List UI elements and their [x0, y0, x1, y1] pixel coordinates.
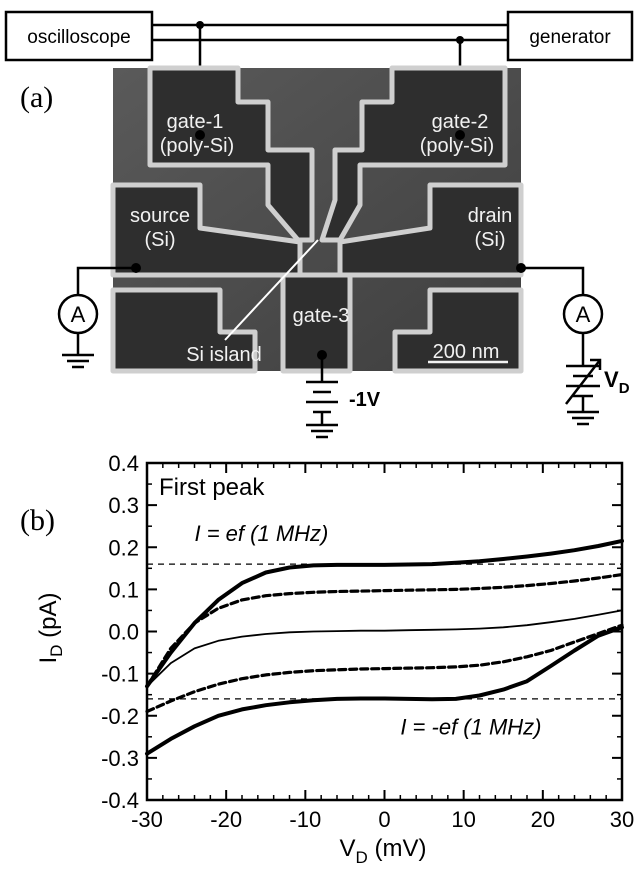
- y-tick-label: -0.1: [101, 662, 139, 687]
- y-tick-label: 0.0: [108, 620, 139, 645]
- contact-dot: [195, 130, 205, 140]
- annotation-label: I = -ef (1 MHz): [400, 715, 541, 740]
- series-line: [146, 609, 623, 688]
- gate-1-material-label: (poly-Si): [160, 135, 234, 157]
- gate-1-label: gate-1: [167, 111, 224, 133]
- y-axis-title: ID (pA): [35, 593, 66, 664]
- source-label: source: [130, 205, 190, 227]
- gate-2-electrode: [319, 65, 508, 243]
- contact-dot: [455, 130, 465, 140]
- gate-3-bias-circuit: [306, 355, 338, 439]
- panel-a-label: (a): [20, 81, 53, 114]
- gate-2-material-label: (poly-Si): [420, 135, 494, 157]
- drain-electrode: [337, 182, 524, 278]
- chart-area: 0.4 0.3 0.2 0.1 0.0 -0.1 -0.2 -0.3 -0.4-30 -20 -10…: [101, 451, 634, 832]
- x-tick-label: 10: [451, 807, 475, 832]
- gate-3-label: gate-3: [293, 305, 350, 327]
- bias-voltage-label: -1V: [349, 389, 381, 411]
- y-tick-label: -0.2: [101, 704, 139, 729]
- chart-title: First peak: [159, 474, 265, 501]
- generator-label: generator: [529, 27, 611, 48]
- annotation-label: I = ef (1 MHz): [195, 521, 329, 546]
- left-ammeter-label: A: [71, 302, 86, 327]
- drain-material-label: (Si): [474, 229, 505, 251]
- si-island-label: Si island: [186, 344, 262, 366]
- y-tick-label: -0.3: [101, 746, 139, 771]
- gate-2-label: gate-2: [432, 111, 489, 133]
- lower-right-region: [392, 287, 524, 374]
- series-line: [145, 538, 624, 689]
- gate-1-electrode: [147, 65, 315, 243]
- left-ammeter-circuit: [62, 266, 136, 369]
- right-ammeter-label: A: [576, 302, 591, 327]
- x-tick-label: 0: [378, 807, 390, 832]
- drain-label: drain: [468, 205, 512, 227]
- scale-bar-label: 200 nm: [433, 341, 500, 363]
- lower-left-region: [110, 287, 258, 374]
- series-line: [145, 623, 624, 714]
- y-tick-label: 0.3: [108, 493, 139, 518]
- y-tick-label: -0.4: [101, 788, 139, 813]
- right-ammeter: [562, 293, 604, 335]
- panel-a: oscilloscope generator (a): [4, 10, 634, 439]
- sem-micrograph: gate-1 (poly-Si) gate-2 (poly-Si) source…: [110, 65, 524, 374]
- junction-dot: [456, 36, 464, 44]
- junction-dot: [196, 21, 204, 29]
- x-axis-title: VD (mV): [340, 835, 427, 867]
- x-tick-label: -10: [289, 807, 321, 832]
- gate-3-electrode: [280, 272, 353, 374]
- left-ammeter: [57, 293, 99, 335]
- generator-box: generator: [506, 10, 634, 62]
- source-electrode: [110, 182, 303, 278]
- x-tick-label: -30: [131, 807, 163, 832]
- right-ammeter-circuit: [521, 266, 602, 426]
- y-tick-label: 0.1: [108, 577, 139, 602]
- x-tick-label: -20: [210, 807, 242, 832]
- y-tick-label: 0.2: [108, 535, 139, 560]
- x-tick-label: 30: [610, 807, 634, 832]
- source-material-label: (Si): [144, 229, 175, 251]
- oscilloscope-label: oscilloscope: [27, 27, 131, 48]
- oscilloscope-box: oscilloscope: [4, 10, 154, 62]
- x-tick-label: 20: [531, 807, 555, 832]
- panel-b-label: (b): [20, 504, 55, 537]
- series-line: [145, 625, 624, 756]
- vd-label: VD: [604, 367, 630, 397]
- series-line: [145, 572, 624, 688]
- panel-b: (b) ID (pA) VD (mV) 0.4 0.3 0.2 0.1 0.0 -0.1 -…: [20, 451, 634, 867]
- y-tick-label: 0.4: [108, 451, 139, 476]
